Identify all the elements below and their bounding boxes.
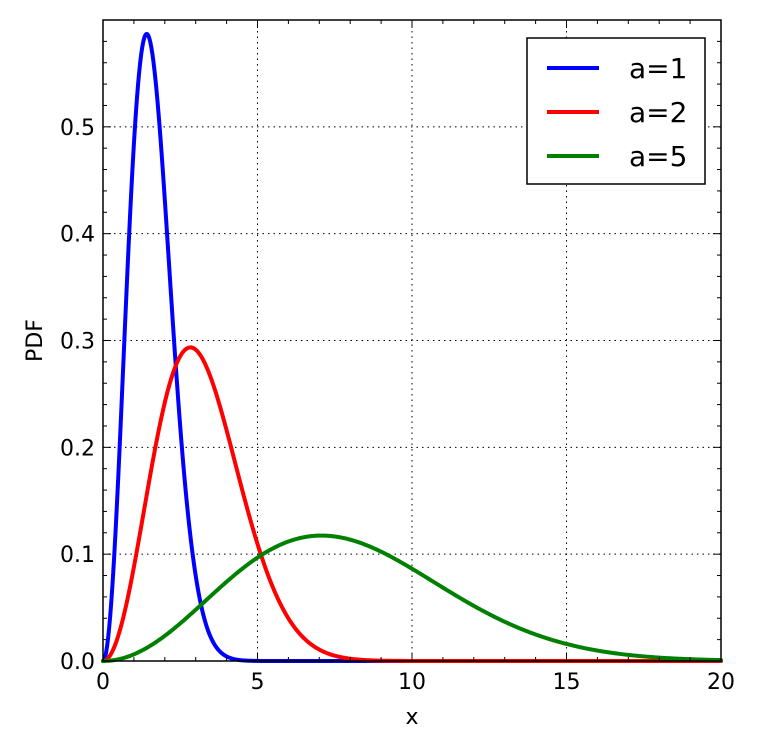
x-axis-label: x [405,705,418,730]
y-tick-label: 0.2 [60,436,95,461]
series-line-a5 [101,533,723,663]
grid [103,20,721,661]
x-tick-label: 0 [96,670,110,695]
y-tick-label: 0.3 [60,330,95,355]
y-tick-label: 0.1 [60,543,95,568]
legend-label: a=2 [629,96,687,129]
legend-label: a=1 [629,52,687,85]
x-tick-label: 20 [707,670,735,695]
y-tick-label: 0.5 [60,116,95,141]
y-axis-label: PDF [23,319,48,362]
y-tick-label: 0.0 [60,650,95,675]
x-tick-labels: 0 5 10 15 20 [96,670,735,695]
x-tick-label: 5 [251,670,265,695]
x-tick-label: 15 [553,670,581,695]
x-tick-label: 10 [398,670,426,695]
y-tick-labels: 0.0 0.1 0.2 0.3 0.4 0.5 [60,116,95,675]
legend: a=1 a=2 a=5 [526,37,706,185]
axis-ticks [102,20,722,662]
y-tick-label: 0.4 [60,223,95,248]
legend-label: a=5 [629,140,687,173]
